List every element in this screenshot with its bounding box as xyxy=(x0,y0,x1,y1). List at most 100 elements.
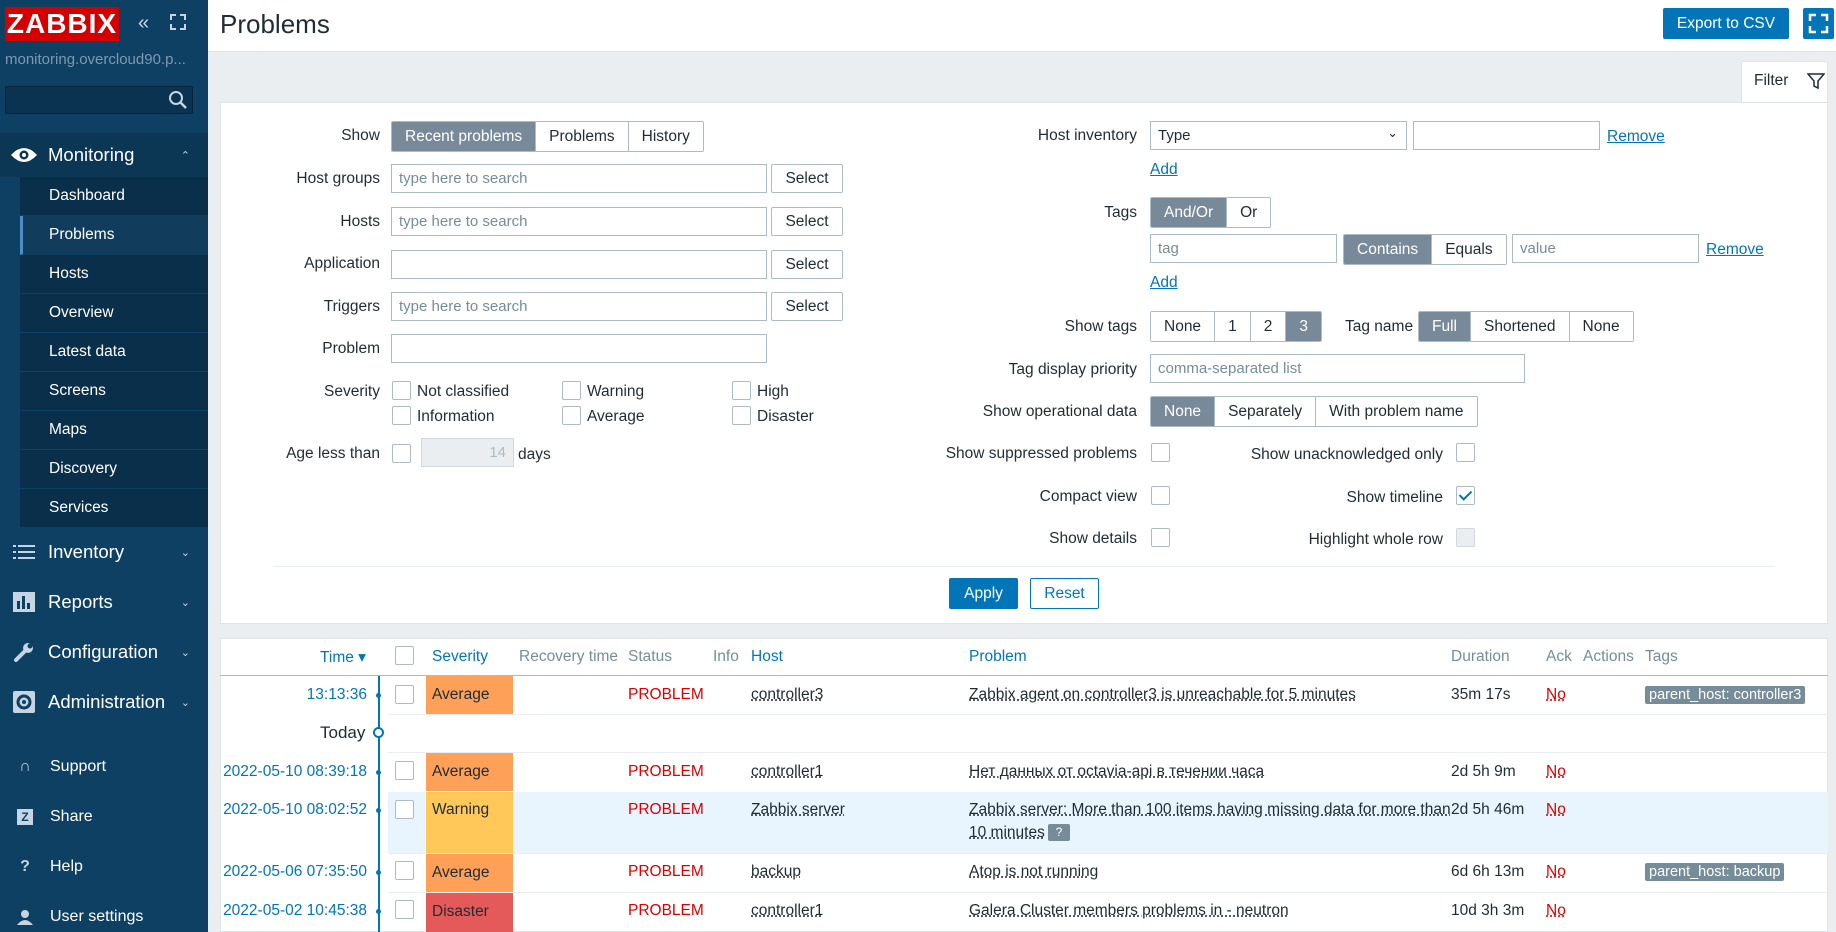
severity-not-classified-checkbox[interactable] xyxy=(392,381,411,400)
row-tag[interactable]: parent_host: controller3 xyxy=(1645,686,1805,704)
severity-warning-checkbox[interactable] xyxy=(562,381,581,400)
op-data-with-name[interactable]: With problem name xyxy=(1316,397,1476,426)
col-severity[interactable]: Severity xyxy=(432,648,488,666)
suppressed-checkbox[interactable] xyxy=(1151,443,1170,462)
row-host[interactable]: controller1 xyxy=(751,902,823,920)
row-checkbox[interactable] xyxy=(395,861,414,880)
triggers-input[interactable]: type here to search xyxy=(391,292,767,321)
export-csv-button[interactable]: Export to CSV xyxy=(1663,8,1789,39)
sidebar-item-dashboard[interactable]: Dashboard xyxy=(20,177,208,216)
row-ack[interactable]: No xyxy=(1546,863,1566,881)
row-time[interactable]: 2022-05-02 10:45:38 xyxy=(221,902,367,920)
unack-checkbox[interactable] xyxy=(1456,443,1475,462)
tag-name-shortened[interactable]: Shortened xyxy=(1471,312,1570,341)
reset-button[interactable]: Reset xyxy=(1030,578,1099,609)
collapse-sidebar-icon[interactable]: « xyxy=(138,12,149,35)
row-host[interactable]: Zabbix server xyxy=(751,801,845,819)
hosts-select-button[interactable]: Select xyxy=(771,207,843,236)
row-time[interactable]: 2022-05-10 08:39:18 xyxy=(221,763,367,781)
tag-priority-input[interactable]: comma-separated list xyxy=(1150,354,1525,383)
row-host[interactable]: controller1 xyxy=(751,763,823,781)
row-ack[interactable]: No xyxy=(1546,902,1566,920)
menu-configuration[interactable]: Configuration ⌄ xyxy=(0,630,208,674)
menu-administration[interactable]: Administration ⌄ xyxy=(0,680,208,724)
search-icon[interactable] xyxy=(168,90,188,110)
menu-reports[interactable]: Reports ⌄ xyxy=(0,580,208,624)
details-checkbox[interactable] xyxy=(1151,528,1170,547)
application-select-button[interactable]: Select xyxy=(771,250,843,279)
row-time[interactable]: 13:13:36 xyxy=(221,686,367,704)
sidebar-item-latest-data[interactable]: Latest data xyxy=(20,333,208,372)
tags-and-or[interactable]: And/Or xyxy=(1151,198,1227,227)
sidebar-item-overview[interactable]: Overview xyxy=(20,294,208,333)
tag-name-none[interactable]: None xyxy=(1570,312,1633,341)
row-ack[interactable]: No xyxy=(1546,763,1566,781)
show-recent-problems[interactable]: Recent problems xyxy=(392,122,536,151)
menu-help[interactable]: ? Help xyxy=(0,847,208,887)
fullscreen-button[interactable] xyxy=(1803,8,1834,39)
row-ack[interactable]: No xyxy=(1546,801,1566,819)
severity-high-checkbox[interactable] xyxy=(732,381,751,400)
col-host[interactable]: Host xyxy=(751,648,783,666)
row-checkbox[interactable] xyxy=(395,800,414,819)
problem-input[interactable] xyxy=(391,334,767,363)
row-host[interactable]: backup xyxy=(751,863,801,881)
show-history[interactable]: History xyxy=(629,122,703,151)
show-tags-2[interactable]: 2 xyxy=(1251,312,1287,341)
inventory-value-input[interactable] xyxy=(1413,121,1600,150)
row-problem[interactable]: Zabbix server: More than 100 items havin… xyxy=(969,801,1451,819)
sidebar-item-maps[interactable]: Maps xyxy=(20,411,208,450)
sidebar-item-discovery[interactable]: Discovery xyxy=(20,450,208,489)
row-checkbox[interactable] xyxy=(395,685,414,704)
tag-equals[interactable]: Equals xyxy=(1432,235,1505,264)
highlight-checkbox[interactable] xyxy=(1456,528,1475,547)
apply-button[interactable]: Apply xyxy=(949,578,1018,609)
row-problem[interactable]: Galera Cluster members problems in - neu… xyxy=(969,902,1289,920)
inventory-add-link[interactable]: Add xyxy=(1150,161,1178,179)
menu-monitoring[interactable]: Monitoring ⌃ xyxy=(0,133,208,177)
row-problem-continued[interactable]: 10 minutes xyxy=(969,824,1045,842)
compact-checkbox[interactable] xyxy=(1151,486,1170,505)
row-problem[interactable]: Нет данных от octavia-api в течении часа xyxy=(969,763,1264,781)
tag-input[interactable]: tag xyxy=(1150,234,1337,263)
autohide-icon[interactable] xyxy=(170,14,186,30)
severity-average-checkbox[interactable] xyxy=(562,406,581,425)
op-data-separately[interactable]: Separately xyxy=(1215,397,1316,426)
sidebar-search-input[interactable] xyxy=(5,86,193,114)
menu-support[interactable]: ∩ Support xyxy=(0,747,208,787)
sidebar-item-problems[interactable]: Problems xyxy=(20,216,208,255)
tag-add-link[interactable]: Add xyxy=(1150,274,1178,292)
show-tags-none[interactable]: None xyxy=(1151,312,1215,341)
sidebar-item-screens[interactable]: Screens xyxy=(20,372,208,411)
op-data-none[interactable]: None xyxy=(1151,397,1215,426)
show-tags-1[interactable]: 1 xyxy=(1215,312,1251,341)
timeline-checkbox[interactable] xyxy=(1456,486,1475,505)
zabbix-logo[interactable]: ZABBIX xyxy=(5,7,119,41)
triggers-select-button[interactable]: Select xyxy=(771,292,843,321)
row-problem[interactable]: Atop is not running xyxy=(969,863,1098,881)
severity-disaster-checkbox[interactable] xyxy=(732,406,751,425)
row-host[interactable]: controller3 xyxy=(751,686,823,704)
col-problem[interactable]: Problem xyxy=(969,648,1027,666)
menu-share[interactable]: Z Share xyxy=(0,797,208,837)
tag-remove-link[interactable]: Remove xyxy=(1706,241,1764,259)
comment-icon[interactable]: ? xyxy=(1048,824,1070,841)
application-input[interactable] xyxy=(391,250,767,279)
show-problems[interactable]: Problems xyxy=(536,122,628,151)
tags-or[interactable]: Or xyxy=(1227,198,1270,227)
row-time[interactable]: 2022-05-06 07:35:50 xyxy=(221,863,367,881)
filter-tab[interactable]: Filter xyxy=(1741,61,1828,103)
severity-information-checkbox[interactable] xyxy=(392,406,411,425)
row-ack[interactable]: No xyxy=(1546,686,1566,704)
age-days-input[interactable]: 14 xyxy=(421,438,514,467)
show-tags-3[interactable]: 3 xyxy=(1286,312,1321,341)
select-all-checkbox[interactable] xyxy=(395,646,414,665)
row-problem[interactable]: Zabbix agent on controller3 is unreachab… xyxy=(969,686,1356,704)
host-groups-select-button[interactable]: Select xyxy=(771,164,843,193)
tag-name-full[interactable]: Full xyxy=(1419,312,1471,341)
sidebar-item-services[interactable]: Services xyxy=(20,489,208,528)
menu-inventory[interactable]: Inventory ⌄ xyxy=(0,530,208,574)
inventory-type-select[interactable]: Type ⌄ xyxy=(1150,121,1407,150)
sidebar-item-hosts[interactable]: Hosts xyxy=(20,255,208,294)
tag-value-input[interactable]: value xyxy=(1512,234,1699,263)
